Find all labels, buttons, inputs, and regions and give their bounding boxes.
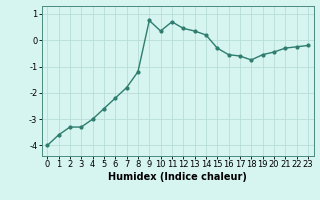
X-axis label: Humidex (Indice chaleur): Humidex (Indice chaleur) [108, 172, 247, 182]
